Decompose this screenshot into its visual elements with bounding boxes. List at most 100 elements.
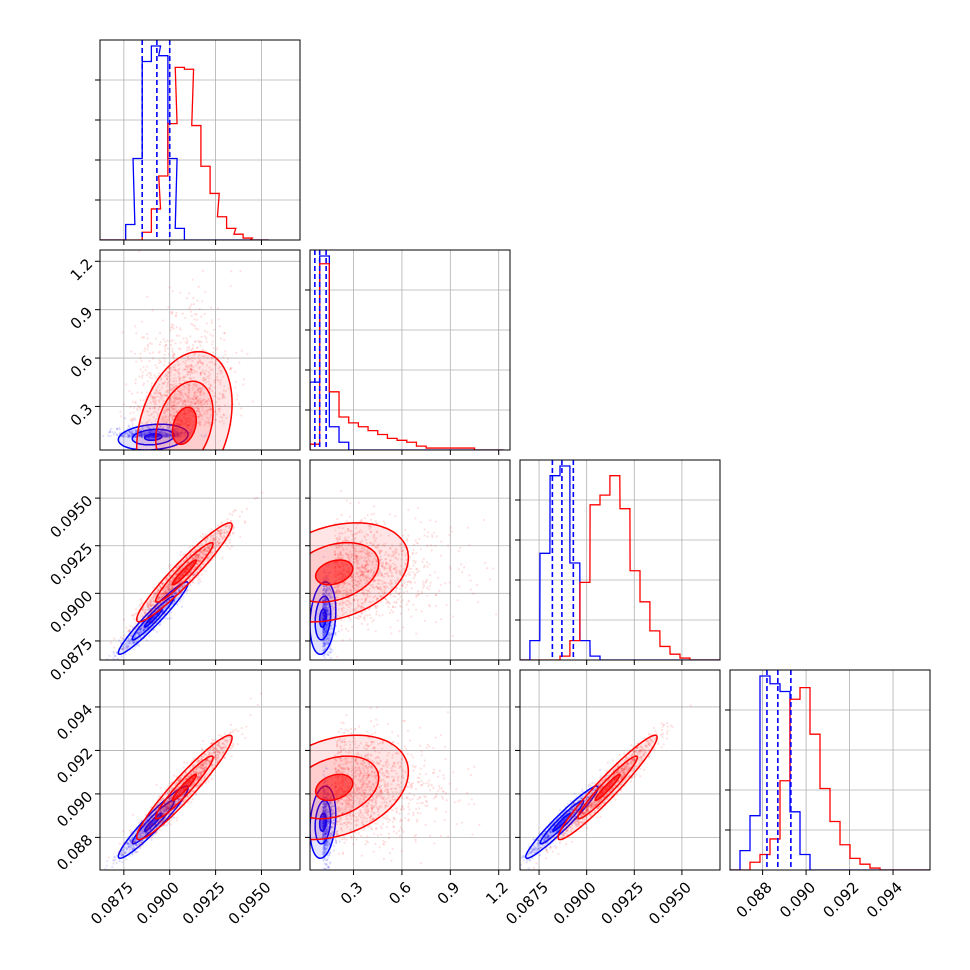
scatter-point: [122, 646, 125, 649]
scatter-point: [190, 322, 193, 325]
scatter-point: [200, 340, 203, 344]
scatter-point: [196, 398, 199, 402]
scatter-point: [176, 369, 180, 372]
scatter-point: [171, 413, 174, 416]
scatter-point: [194, 402, 197, 405]
scatter-point: [130, 430, 134, 434]
scatter-point: [178, 382, 181, 385]
scatter-point: [158, 343, 161, 346]
panel-1-1: [310, 250, 510, 450]
scatter-point: [134, 400, 137, 403]
scatter-point: [138, 631, 141, 634]
scatter-point: [209, 416, 212, 419]
scatter-point: [173, 414, 176, 417]
scatter-point: [151, 431, 154, 434]
scatter-point: [215, 378, 218, 381]
scatter-point: [148, 359, 151, 363]
scatter-point: [139, 603, 142, 606]
scatter-point: [172, 356, 175, 359]
scatter-point: [178, 393, 181, 396]
scatter-point: [203, 401, 206, 404]
scatter-point: [191, 348, 194, 351]
scatter-point: [228, 541, 231, 544]
scatter-point: [218, 369, 222, 372]
scatter-point: [140, 320, 143, 323]
scatter-point: [127, 424, 130, 427]
scatter-point: [182, 385, 185, 388]
scatter-point: [166, 433, 169, 436]
scatter-point: [178, 389, 181, 393]
scatter-point: [189, 367, 192, 370]
scatter-point: [171, 387, 174, 390]
scatter-point: [153, 406, 157, 410]
scatter-point: [178, 377, 181, 380]
scatter-point: [130, 634, 133, 638]
scatter-point: [198, 420, 201, 423]
scatter-point: [169, 374, 173, 377]
scatter-point: [226, 357, 230, 360]
scatter-point: [164, 340, 167, 343]
scatter-point: [178, 379, 181, 382]
scatter-point: [145, 432, 149, 435]
scatter-point: [112, 652, 115, 655]
scatter-point: [327, 653, 330, 657]
scatter-point: [139, 628, 142, 631]
scatter-point: [222, 356, 225, 359]
scatter-point: [422, 557, 425, 561]
scatter-point: [134, 431, 138, 434]
scatter-point: [214, 410, 217, 413]
scatter-point: [169, 387, 172, 390]
scatter-point: [208, 360, 211, 364]
scatter-point: [159, 432, 162, 435]
scatter-point: [219, 369, 223, 372]
scatter-point: [164, 434, 167, 437]
scatter-point: [100, 662, 102, 664]
scatter-point: [140, 433, 143, 436]
scatter-point: [153, 430, 156, 433]
scatter-point: [207, 397, 210, 401]
scatter-point: [366, 513, 369, 517]
scatter-point: [171, 418, 174, 421]
scatter-point: [141, 433, 144, 437]
scatter-point: [448, 581, 451, 584]
scatter-point: [165, 433, 169, 436]
scatter-point: [199, 420, 202, 423]
scatter-point: [158, 392, 162, 395]
scatter-point: [163, 364, 166, 367]
scatter-point: [175, 403, 178, 406]
scatter-point: [132, 429, 135, 432]
scatter-point: [177, 372, 180, 375]
scatter-point: [134, 622, 137, 625]
scatter-point: [172, 404, 175, 407]
scatter-point: [111, 431, 114, 434]
scatter-point: [134, 635, 137, 639]
scatter-point: [164, 434, 167, 437]
scatter-point: [168, 397, 171, 400]
scatter-point: [222, 395, 225, 399]
scatter-point: [120, 415, 123, 418]
scatter-point: [155, 630, 158, 634]
scatter-point: [208, 408, 211, 411]
scatter-point: [131, 628, 135, 631]
scatter-point: [170, 417, 174, 420]
scatter-point: [222, 422, 225, 425]
scatter-point: [329, 656, 332, 659]
scatter-point: [162, 431, 165, 434]
scatter-point: [140, 434, 143, 437]
scatter-point: [189, 377, 192, 380]
scatter-point: [151, 397, 154, 400]
scatter-point: [200, 400, 203, 403]
scatter-point: [123, 634, 126, 637]
scatter-point: [144, 369, 147, 372]
scatter-point: [153, 398, 156, 401]
scatter-point: [216, 372, 219, 375]
scatter-point: [417, 569, 420, 572]
scatter-point: [150, 430, 153, 433]
scatter-point: [189, 368, 192, 371]
scatter-point: [226, 361, 229, 364]
scatter-point: [167, 433, 170, 436]
scatter-point: [206, 400, 209, 403]
scatter-point: [155, 388, 158, 391]
scatter-point: [174, 364, 177, 367]
scatter-point: [412, 559, 415, 563]
